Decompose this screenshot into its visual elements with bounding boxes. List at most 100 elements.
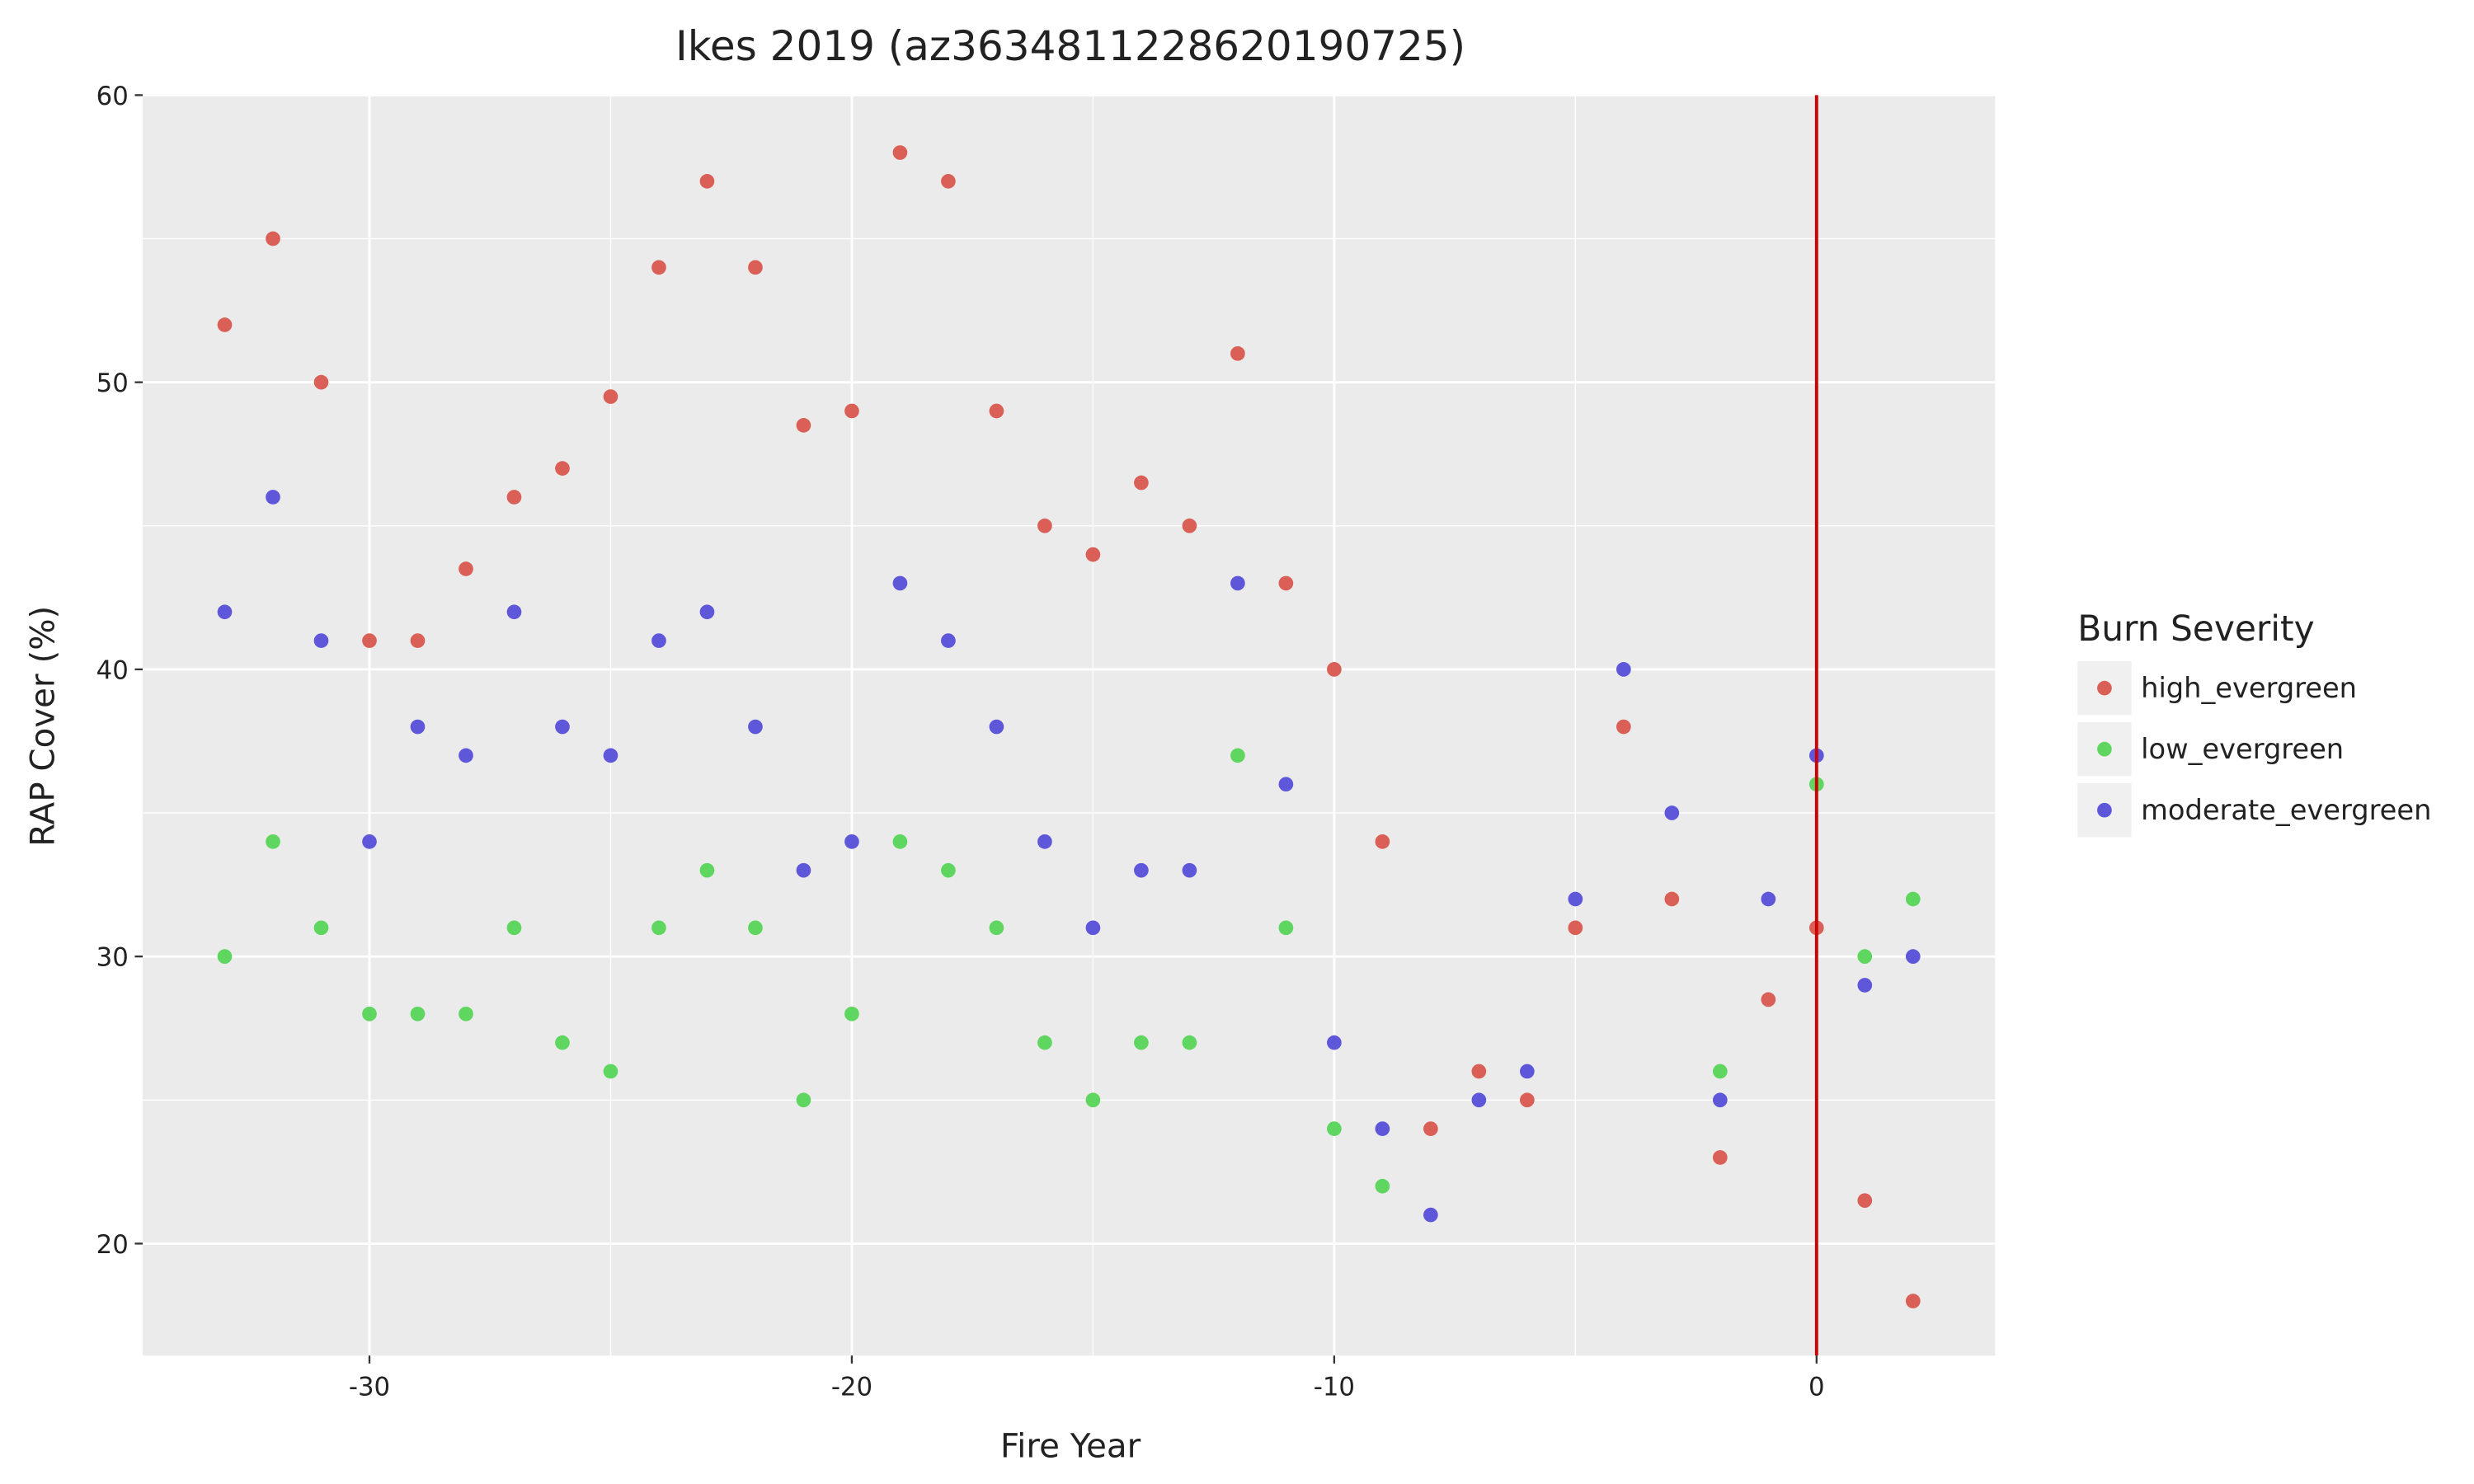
point xyxy=(1278,920,1294,936)
point xyxy=(989,719,1004,735)
panel xyxy=(143,95,1996,1356)
point xyxy=(844,834,859,849)
y-tick-label: 30 xyxy=(96,943,129,973)
point xyxy=(1278,777,1294,792)
point xyxy=(1375,834,1390,849)
point xyxy=(1857,1193,1873,1209)
point xyxy=(1664,891,1680,907)
point xyxy=(603,748,618,763)
point xyxy=(555,461,570,476)
y-tick-label: 40 xyxy=(96,655,129,685)
legend-marker xyxy=(2097,680,2112,696)
x-tick-label: -30 xyxy=(349,1372,390,1402)
point xyxy=(217,604,233,620)
point xyxy=(1037,1035,1052,1050)
point xyxy=(1664,805,1680,820)
point xyxy=(989,920,1004,936)
x-tick-label: -20 xyxy=(831,1372,872,1402)
point xyxy=(1616,662,1631,677)
point xyxy=(410,1006,426,1021)
point xyxy=(699,604,715,620)
point xyxy=(699,862,715,878)
point xyxy=(313,633,329,648)
point xyxy=(699,174,715,189)
point xyxy=(1471,1064,1487,1079)
point xyxy=(459,1006,473,1021)
legend-label: moderate_evergreen xyxy=(2141,794,2431,826)
point xyxy=(1327,1035,1342,1050)
point xyxy=(1568,891,1583,907)
point xyxy=(1230,748,1245,763)
point xyxy=(1857,978,1873,993)
point xyxy=(1085,1092,1101,1108)
point xyxy=(1568,920,1583,936)
legend: high_evergreen low_evergreen moderate_ever… xyxy=(2077,660,2431,838)
point xyxy=(603,389,618,404)
point xyxy=(1905,1294,1921,1308)
point xyxy=(1230,575,1245,591)
point xyxy=(844,1006,859,1021)
point xyxy=(362,633,377,648)
point xyxy=(748,719,763,735)
point xyxy=(1278,575,1294,591)
point xyxy=(1085,547,1101,562)
point xyxy=(1134,862,1149,878)
point xyxy=(1471,1092,1487,1108)
point xyxy=(1761,891,1776,907)
point xyxy=(651,920,666,936)
point xyxy=(796,862,811,878)
point xyxy=(1037,834,1052,849)
point xyxy=(1905,949,1921,965)
point xyxy=(1375,1178,1390,1194)
point xyxy=(1182,1035,1197,1050)
x-tick-label: -10 xyxy=(1314,1372,1355,1402)
point xyxy=(506,604,522,620)
point xyxy=(1230,345,1245,361)
point xyxy=(266,834,280,849)
x-axis-title: Fire Year xyxy=(1000,1426,1141,1465)
point xyxy=(555,1035,570,1050)
point xyxy=(796,1092,811,1108)
point xyxy=(459,561,473,576)
y-tick-label: 20 xyxy=(96,1230,129,1260)
point xyxy=(1423,1121,1438,1136)
point xyxy=(1182,862,1197,878)
legend-marker xyxy=(2097,802,2112,818)
y-tick-label: 50 xyxy=(96,369,129,398)
legend-label: high_evergreen xyxy=(2141,672,2357,704)
point xyxy=(1712,1064,1728,1079)
point xyxy=(796,418,811,433)
point xyxy=(1182,518,1197,533)
y-axis-title: RAP Cover (%) xyxy=(23,606,62,847)
point xyxy=(1857,949,1873,965)
point xyxy=(362,1006,377,1021)
point xyxy=(506,920,522,936)
legend-marker xyxy=(2097,741,2112,757)
point xyxy=(941,174,956,189)
marks xyxy=(217,95,1921,1356)
point xyxy=(1375,1121,1390,1136)
legend-label: low_evergreen xyxy=(2141,733,2344,765)
point xyxy=(313,374,329,390)
point xyxy=(892,834,908,849)
point xyxy=(941,862,956,878)
point xyxy=(506,490,522,505)
point xyxy=(410,633,426,648)
point xyxy=(1134,1035,1149,1050)
point xyxy=(1519,1092,1535,1108)
chart-title: Ikes 2019 (az3634811228620190725) xyxy=(675,22,1465,70)
point xyxy=(1085,920,1101,936)
point xyxy=(1327,1121,1342,1136)
point xyxy=(1905,891,1921,907)
point xyxy=(1712,1150,1728,1165)
point xyxy=(989,403,1004,419)
point xyxy=(941,633,956,648)
point xyxy=(313,920,329,936)
point xyxy=(748,920,763,936)
point xyxy=(410,719,426,735)
point xyxy=(892,145,908,160)
point xyxy=(217,949,233,965)
point xyxy=(1616,719,1631,735)
